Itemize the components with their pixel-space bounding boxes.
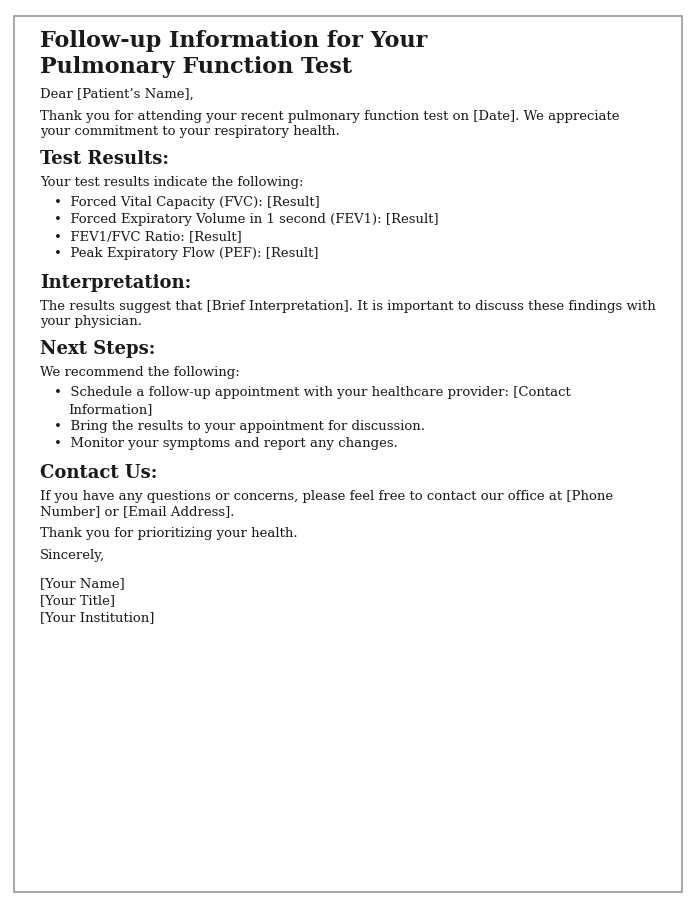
- Text: •  Bring the results to your appointment for discussion.: • Bring the results to your appointment …: [54, 420, 425, 433]
- Text: •  Forced Expiratory Volume in 1 second (FEV1): [Result]: • Forced Expiratory Volume in 1 second (…: [54, 213, 439, 226]
- Text: Interpretation:: Interpretation:: [40, 274, 191, 292]
- Text: [Your Title]: [Your Title]: [40, 594, 115, 607]
- FancyBboxPatch shape: [14, 16, 682, 892]
- Text: Information]: Information]: [68, 403, 153, 416]
- Text: Thank you for prioritizing your health.: Thank you for prioritizing your health.: [40, 527, 298, 540]
- Text: If you have any questions or concerns, please feel free to contact our office at: If you have any questions or concerns, p…: [40, 490, 613, 503]
- Text: Contact Us:: Contact Us:: [40, 464, 158, 482]
- Text: Your test results indicate the following:: Your test results indicate the following…: [40, 176, 304, 189]
- Text: •  Monitor your symptoms and report any changes.: • Monitor your symptoms and report any c…: [54, 437, 398, 450]
- Text: •  Schedule a follow-up appointment with your healthcare provider: [Contact: • Schedule a follow-up appointment with …: [54, 386, 570, 399]
- Text: •  Forced Vital Capacity (FVC): [Result]: • Forced Vital Capacity (FVC): [Result]: [54, 196, 320, 209]
- Text: Sincerely,: Sincerely,: [40, 549, 105, 562]
- Text: Number] or [Email Address].: Number] or [Email Address].: [40, 505, 235, 518]
- Text: Pulmonary Function Test: Pulmonary Function Test: [40, 56, 352, 78]
- Text: The results suggest that [Brief Interpretation]. It is important to discuss thes: The results suggest that [Brief Interpre…: [40, 300, 656, 313]
- Text: •  Peak Expiratory Flow (PEF): [Result]: • Peak Expiratory Flow (PEF): [Result]: [54, 247, 318, 260]
- Text: We recommend the following:: We recommend the following:: [40, 366, 239, 379]
- Text: [Your Name]: [Your Name]: [40, 577, 125, 590]
- Text: Dear [Patient’s Name],: Dear [Patient’s Name],: [40, 88, 194, 101]
- Text: Test Results:: Test Results:: [40, 150, 169, 168]
- Text: Next Steps:: Next Steps:: [40, 340, 155, 358]
- Text: Follow-up Information for Your: Follow-up Information for Your: [40, 30, 427, 52]
- Text: your physician.: your physician.: [40, 315, 142, 328]
- Text: •  FEV1/FVC Ratio: [Result]: • FEV1/FVC Ratio: [Result]: [54, 230, 241, 243]
- Text: your commitment to your respiratory health.: your commitment to your respiratory heal…: [40, 125, 339, 138]
- Text: [Your Institution]: [Your Institution]: [40, 611, 155, 624]
- Text: Thank you for attending your recent pulmonary function test on [Date]. We apprec: Thank you for attending your recent pulm…: [40, 110, 620, 123]
